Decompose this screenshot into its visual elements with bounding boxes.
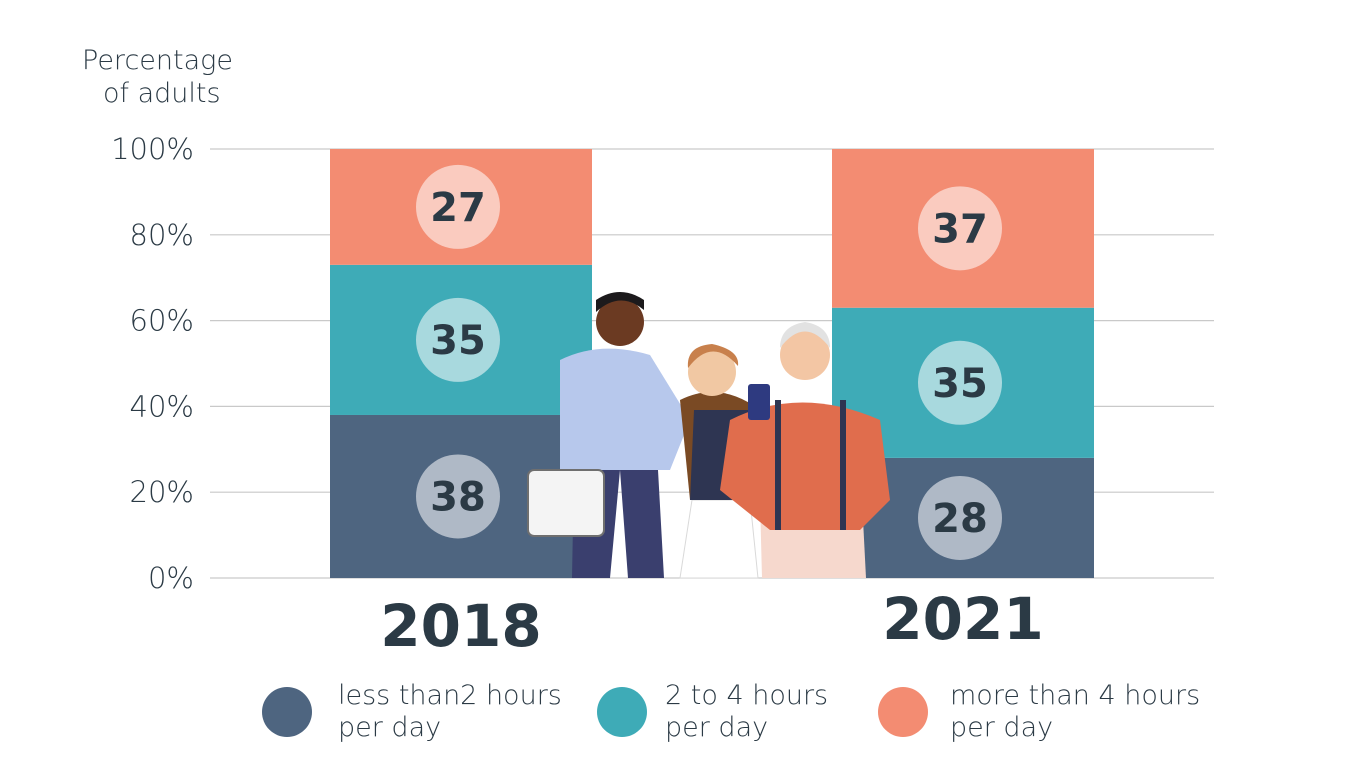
y-tick-label: 20%: [130, 475, 194, 509]
y-tick-label: 100%: [111, 132, 194, 166]
suspender-left: [775, 400, 781, 530]
data-label: 37: [932, 206, 988, 252]
legend-swatch-less-than-2: [262, 687, 312, 737]
man-head: [596, 298, 644, 346]
legend-swatch-more-than-4: [878, 687, 928, 737]
phone: [748, 384, 770, 420]
legend-label-line-1: 2 to 4 hours: [665, 680, 829, 711]
x-category-label: 2018: [380, 592, 541, 660]
value-badge: [918, 186, 1002, 271]
woman-hair: [687, 344, 739, 368]
y-tick-label: 60%: [130, 304, 194, 338]
woman-skirt: [679, 499, 759, 579]
legend-label-line-2: per day: [665, 712, 769, 743]
legend-label-more-than-4: more than 4 hours per day: [950, 680, 1210, 744]
legend-item-2-to-4: 2 to 4 hours per day: [597, 680, 925, 744]
y-tick-label: 80%: [130, 218, 194, 252]
legend-label-less-than-2: less than2 hours per day: [338, 680, 598, 744]
y-tick-label: 0%: [148, 561, 194, 595]
data-label: 35: [932, 361, 988, 407]
data-label: 27: [430, 185, 486, 231]
elder-shirt: [720, 402, 890, 530]
woman-head: [688, 348, 736, 396]
legend: less than2 hours per day 2 to 4 hours pe…: [0, 675, 1366, 755]
legend-label-2-to-4: 2 to 4 hours per day: [665, 680, 925, 744]
value-badge: [918, 340, 1002, 425]
data-label: 35: [430, 318, 486, 364]
data-label: 28: [932, 496, 988, 542]
tablet: [527, 469, 605, 537]
legend-label-line-1: less than2 hours: [338, 680, 562, 711]
y-axis-title: Percentage of adults: [82, 44, 233, 110]
value-badge: [416, 297, 500, 382]
y-axis-title-line-2: of adults: [103, 78, 221, 109]
elder-hair: [780, 322, 830, 348]
y-axis-title-line-1: Percentage: [82, 45, 233, 76]
value-badge: [416, 164, 500, 249]
legend-item-more-than-4: more than 4 hours per day: [878, 680, 1210, 744]
data-label: 38: [430, 474, 486, 520]
legend-label-line-2: per day: [950, 712, 1054, 743]
value-badge: [416, 454, 500, 539]
legend-swatch-2-to-4: [597, 687, 647, 737]
elder-head: [780, 330, 830, 380]
people-illustration: [527, 292, 890, 579]
x-category-label: 2021: [882, 585, 1043, 653]
value-badge: [918, 475, 1002, 560]
man-shirt: [560, 348, 690, 470]
suspender-right: [840, 400, 846, 530]
legend-item-less-than-2: less than2 hours per day: [262, 680, 598, 744]
legend-label-line-1: more than 4 hours: [950, 680, 1201, 711]
y-tick-label: 40%: [130, 389, 194, 423]
man-hair: [596, 292, 644, 312]
legend-label-line-2: per day: [338, 712, 442, 743]
